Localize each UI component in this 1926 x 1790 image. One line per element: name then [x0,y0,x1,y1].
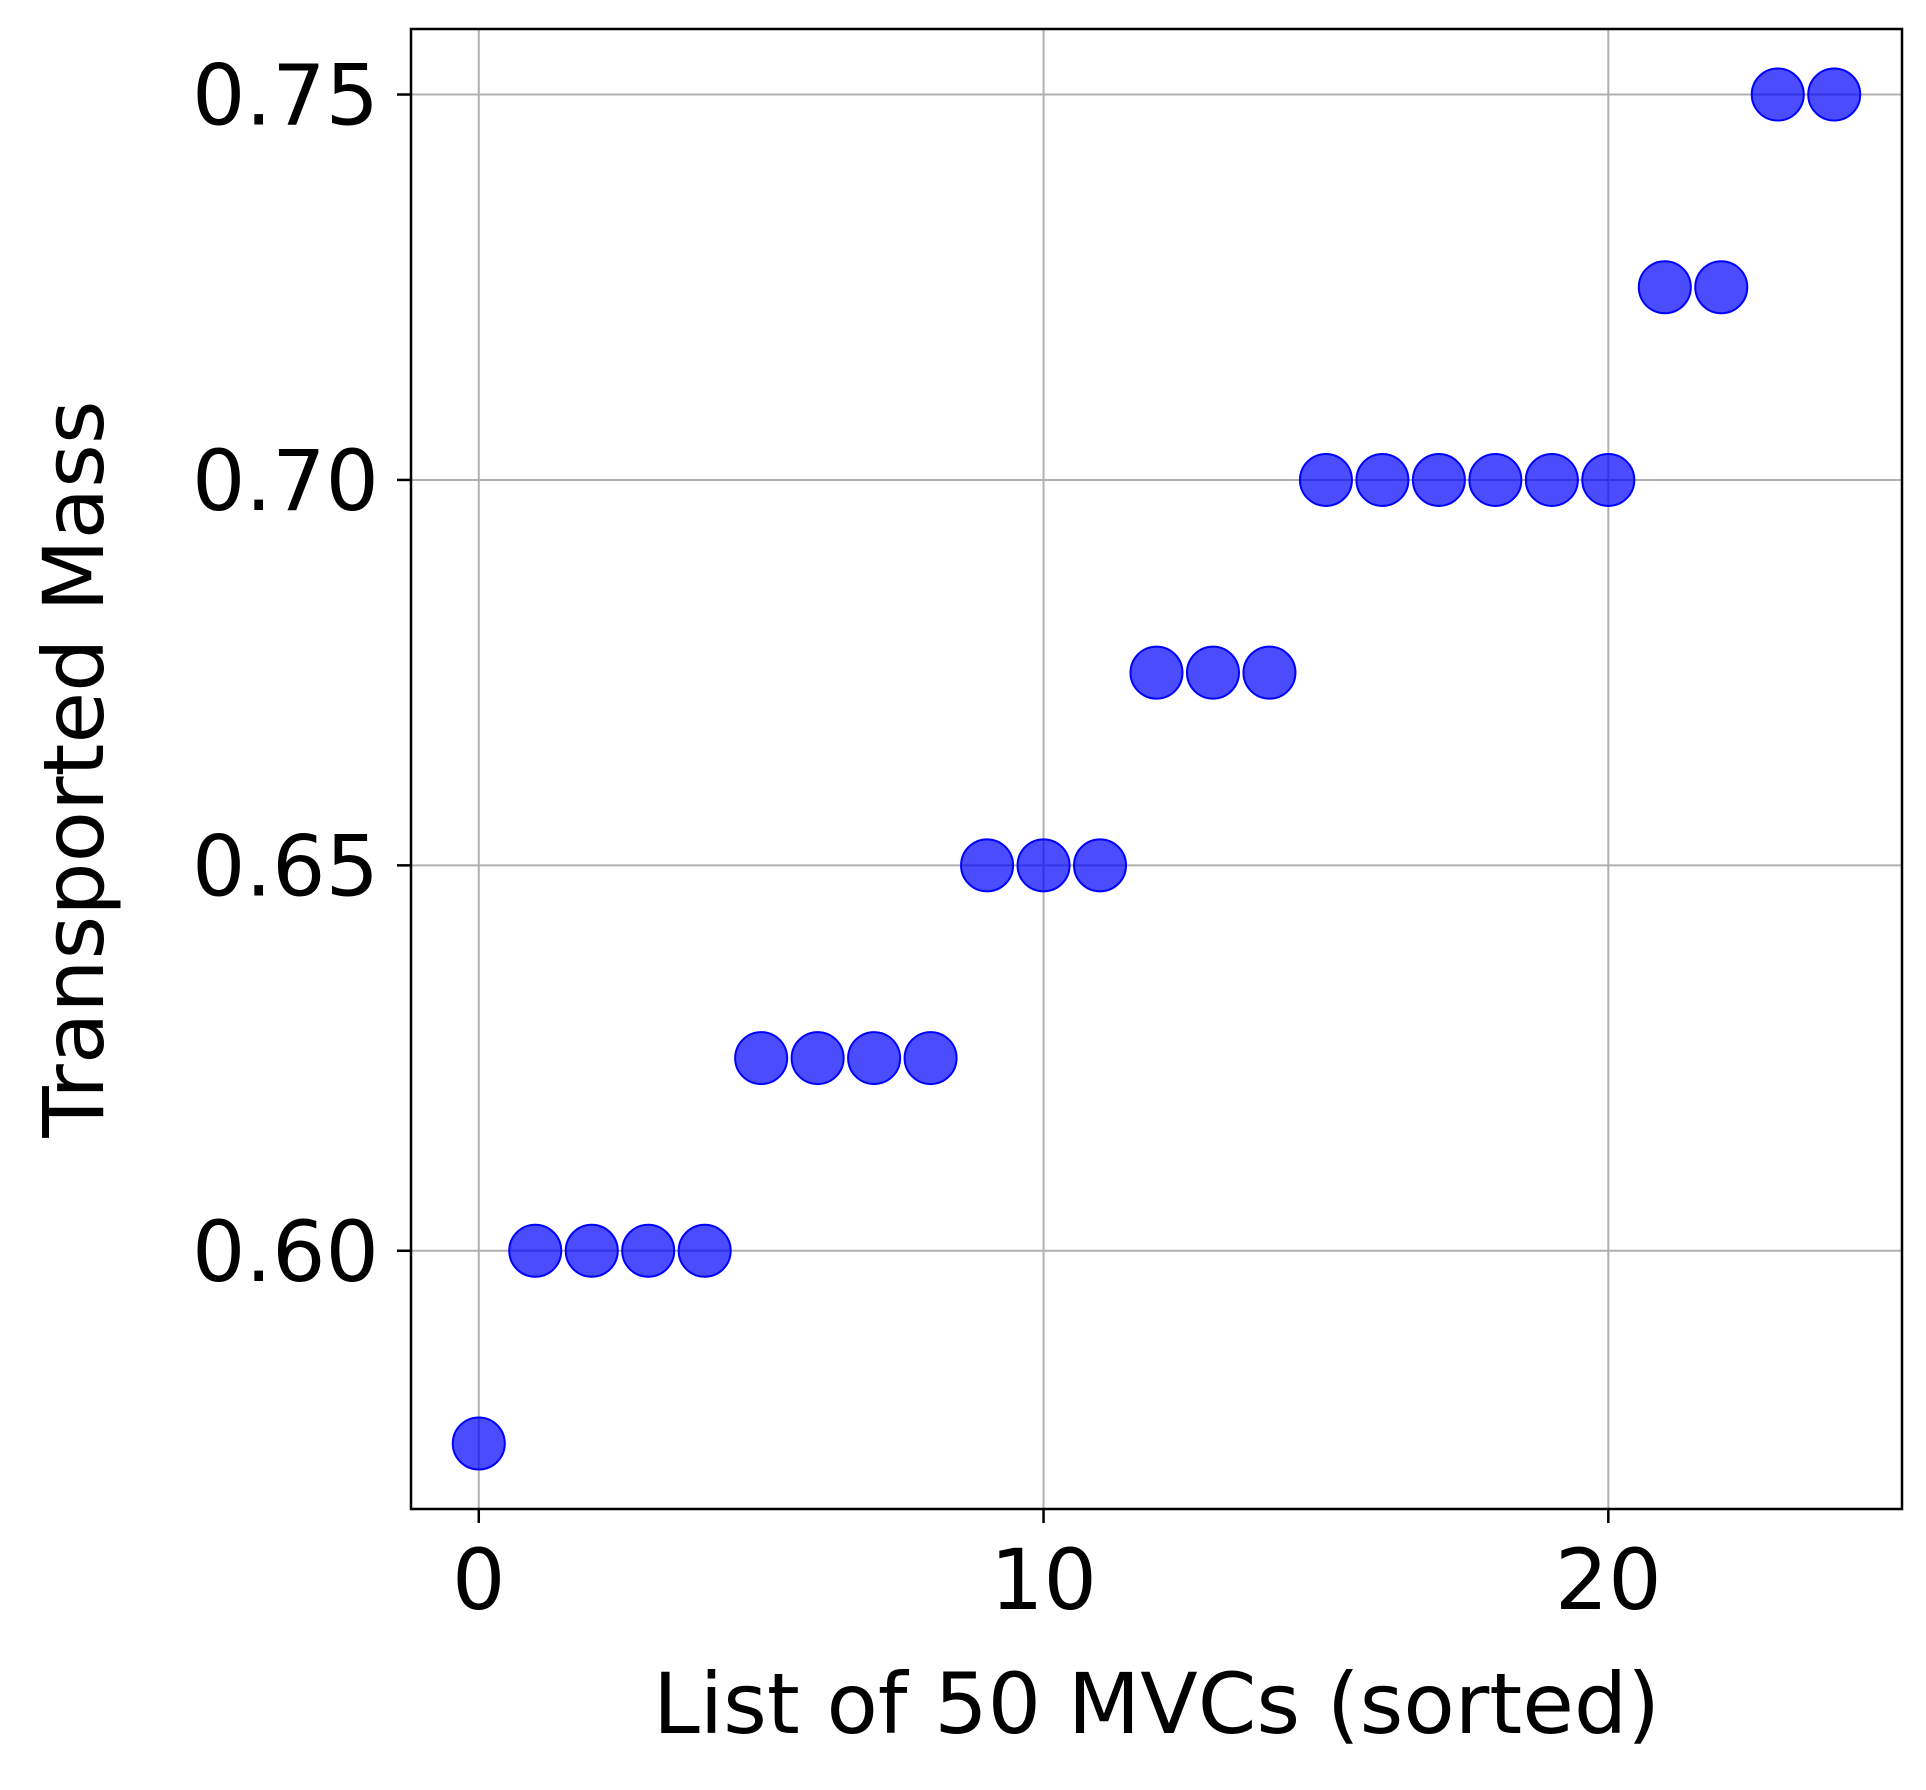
plot-frame [409,27,1904,1511]
data-point [1073,838,1128,893]
data-point [1411,452,1466,507]
x-tick-label: 10 [990,1531,1097,1629]
data-point [1242,645,1297,700]
data-point [564,1223,619,1278]
data-point [1807,67,1862,122]
data-point [1298,452,1353,507]
data-point [1468,452,1523,507]
data-point [903,1031,958,1086]
data-point [1581,452,1636,507]
grid-lines [411,29,1902,1509]
axis-ticks: 0 10 20 0.60 0.65 0.70 0.75 [192,47,1662,1629]
y-tick-label: 0.75 [192,47,379,145]
data-point [1694,260,1749,315]
data-point [451,1416,506,1471]
data-point [960,838,1015,893]
y-tick-label: 0.65 [192,817,379,915]
x-axis-label: List of 50 MVCs (sorted) [653,1655,1660,1753]
data-point [1524,452,1579,507]
data-point [734,1031,789,1086]
y-axis-label: Transported Mass [25,400,123,1138]
data-point [1185,645,1240,700]
data-point [1129,645,1184,700]
data-point [508,1223,563,1278]
x-tick-label: 20 [1555,1531,1662,1629]
data-point [847,1031,902,1086]
data-point [621,1223,676,1278]
x-tick-label: 0 [452,1531,505,1629]
data-point [790,1031,845,1086]
data-point [1355,452,1410,507]
y-tick-label: 0.60 [192,1203,379,1301]
data-point [1016,838,1071,893]
data-point [1750,67,1805,122]
data-points [451,67,1862,1471]
y-tick-label: 0.70 [192,432,379,530]
data-point [1637,260,1692,315]
data-point [677,1223,732,1278]
